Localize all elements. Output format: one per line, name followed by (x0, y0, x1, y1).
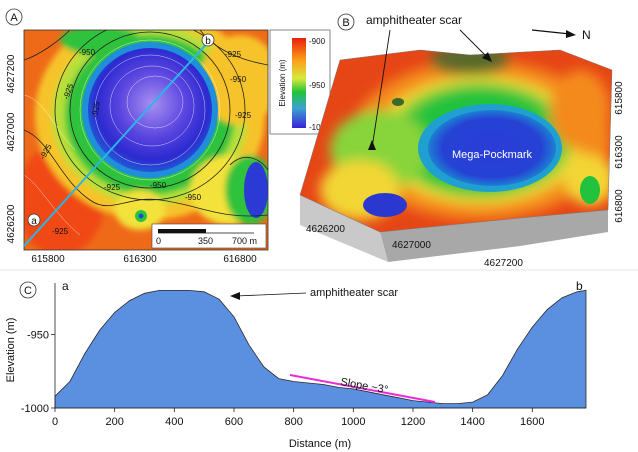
x-tick-label: 616800 (223, 254, 257, 265)
x-tick-label: 400 (165, 416, 183, 428)
elevation-legend: Elevation (m) -900 -950 -1000 (269, 29, 331, 135)
contour-label: -925 (225, 50, 242, 59)
terrain-surface (300, 50, 612, 232)
x-tick-label: 1000 (341, 416, 365, 428)
x-tick-label: 600 (225, 416, 243, 428)
legend-tick: -900 (309, 37, 326, 46)
profile-area (54, 289, 587, 409)
x-tick-label: 200 (105, 416, 123, 428)
panel-letter: C (24, 285, 32, 297)
contour-map (24, 30, 268, 250)
scar-label: amphitheater scar (366, 13, 462, 27)
panel-letter: B (342, 17, 349, 29)
contour-label: -950 (185, 193, 202, 202)
block-tick-label: 615800 (614, 81, 625, 115)
y-tick-label: 4626200 (6, 204, 17, 243)
scar-label: amphitheater scar (310, 287, 398, 299)
x-tick-label: 1600 (520, 416, 544, 428)
profile-chart: 0 200 400 600 800 1000 1200 1400 1600 -950-1000 … (5, 283, 587, 450)
legend-title: Elevation (m) (278, 59, 287, 106)
y-tick-label: 4627200 (6, 54, 17, 93)
contour-label: -925 (104, 183, 121, 192)
scale-label: 350 (198, 236, 213, 246)
profile-start-label: a (62, 279, 69, 293)
contour-label: -950 (230, 75, 247, 84)
x-tick-label: 1200 (401, 416, 425, 428)
scale-bar: 0 350 700 m (151, 223, 267, 249)
panel-c: C 0 200 400 600 800 1000 1200 1400 1600 -950 -100… (0, 269, 638, 450)
profile-end-label: b (205, 36, 211, 47)
north-arrow-icon (531, 29, 576, 38)
x-axis-label: Distance (m) (289, 438, 351, 450)
legend-tick: -1000 (309, 123, 330, 132)
contour-label: -925 (235, 111, 252, 120)
legend-tick: -950 (309, 81, 326, 90)
mega-pockmark-label: Mega-Pockmark (452, 149, 533, 161)
profile-end-label: b (576, 279, 583, 293)
north-label: N (582, 28, 591, 42)
contour-label: -925 (52, 227, 69, 236)
profile-line (23, 39, 211, 247)
contour-label: -950 (79, 48, 96, 57)
block-base (380, 210, 608, 262)
panel-a: a b -950 -925 -950 -925 -925 -925 -950 -… (5, 8, 331, 265)
y-tick-label: -1000 (21, 403, 49, 415)
x-tick-label: 0 (52, 416, 58, 428)
slope-line (289, 374, 436, 403)
scale-label: 700 m (232, 236, 257, 246)
y-tick-label: -950 (27, 329, 49, 341)
x-tick-label: 616300 (123, 254, 157, 265)
y-axis-label: Elevation (m) (5, 318, 17, 383)
x-tick-label: 1400 (460, 416, 484, 428)
contour-label: -950 (150, 181, 167, 190)
x-tick-label: 615800 (31, 254, 65, 265)
block-tick-label: 4626200 (306, 224, 345, 235)
block-tick-label: 616300 (614, 135, 625, 169)
x-tick-label: 800 (284, 416, 302, 428)
contour-label: -925 (90, 100, 102, 118)
block-tick-label: 4627000 (392, 240, 431, 251)
panel-letter: A (10, 12, 18, 24)
block-tick-label: 616800 (614, 189, 625, 223)
scale-label: 0 (156, 236, 161, 246)
profile-start-label: a (31, 216, 37, 227)
panel-b: B Mega-Pockmark amphi (299, 13, 625, 269)
y-tick-label: 4627000 (6, 112, 17, 151)
block-tick-label: 4627200 (484, 258, 523, 269)
